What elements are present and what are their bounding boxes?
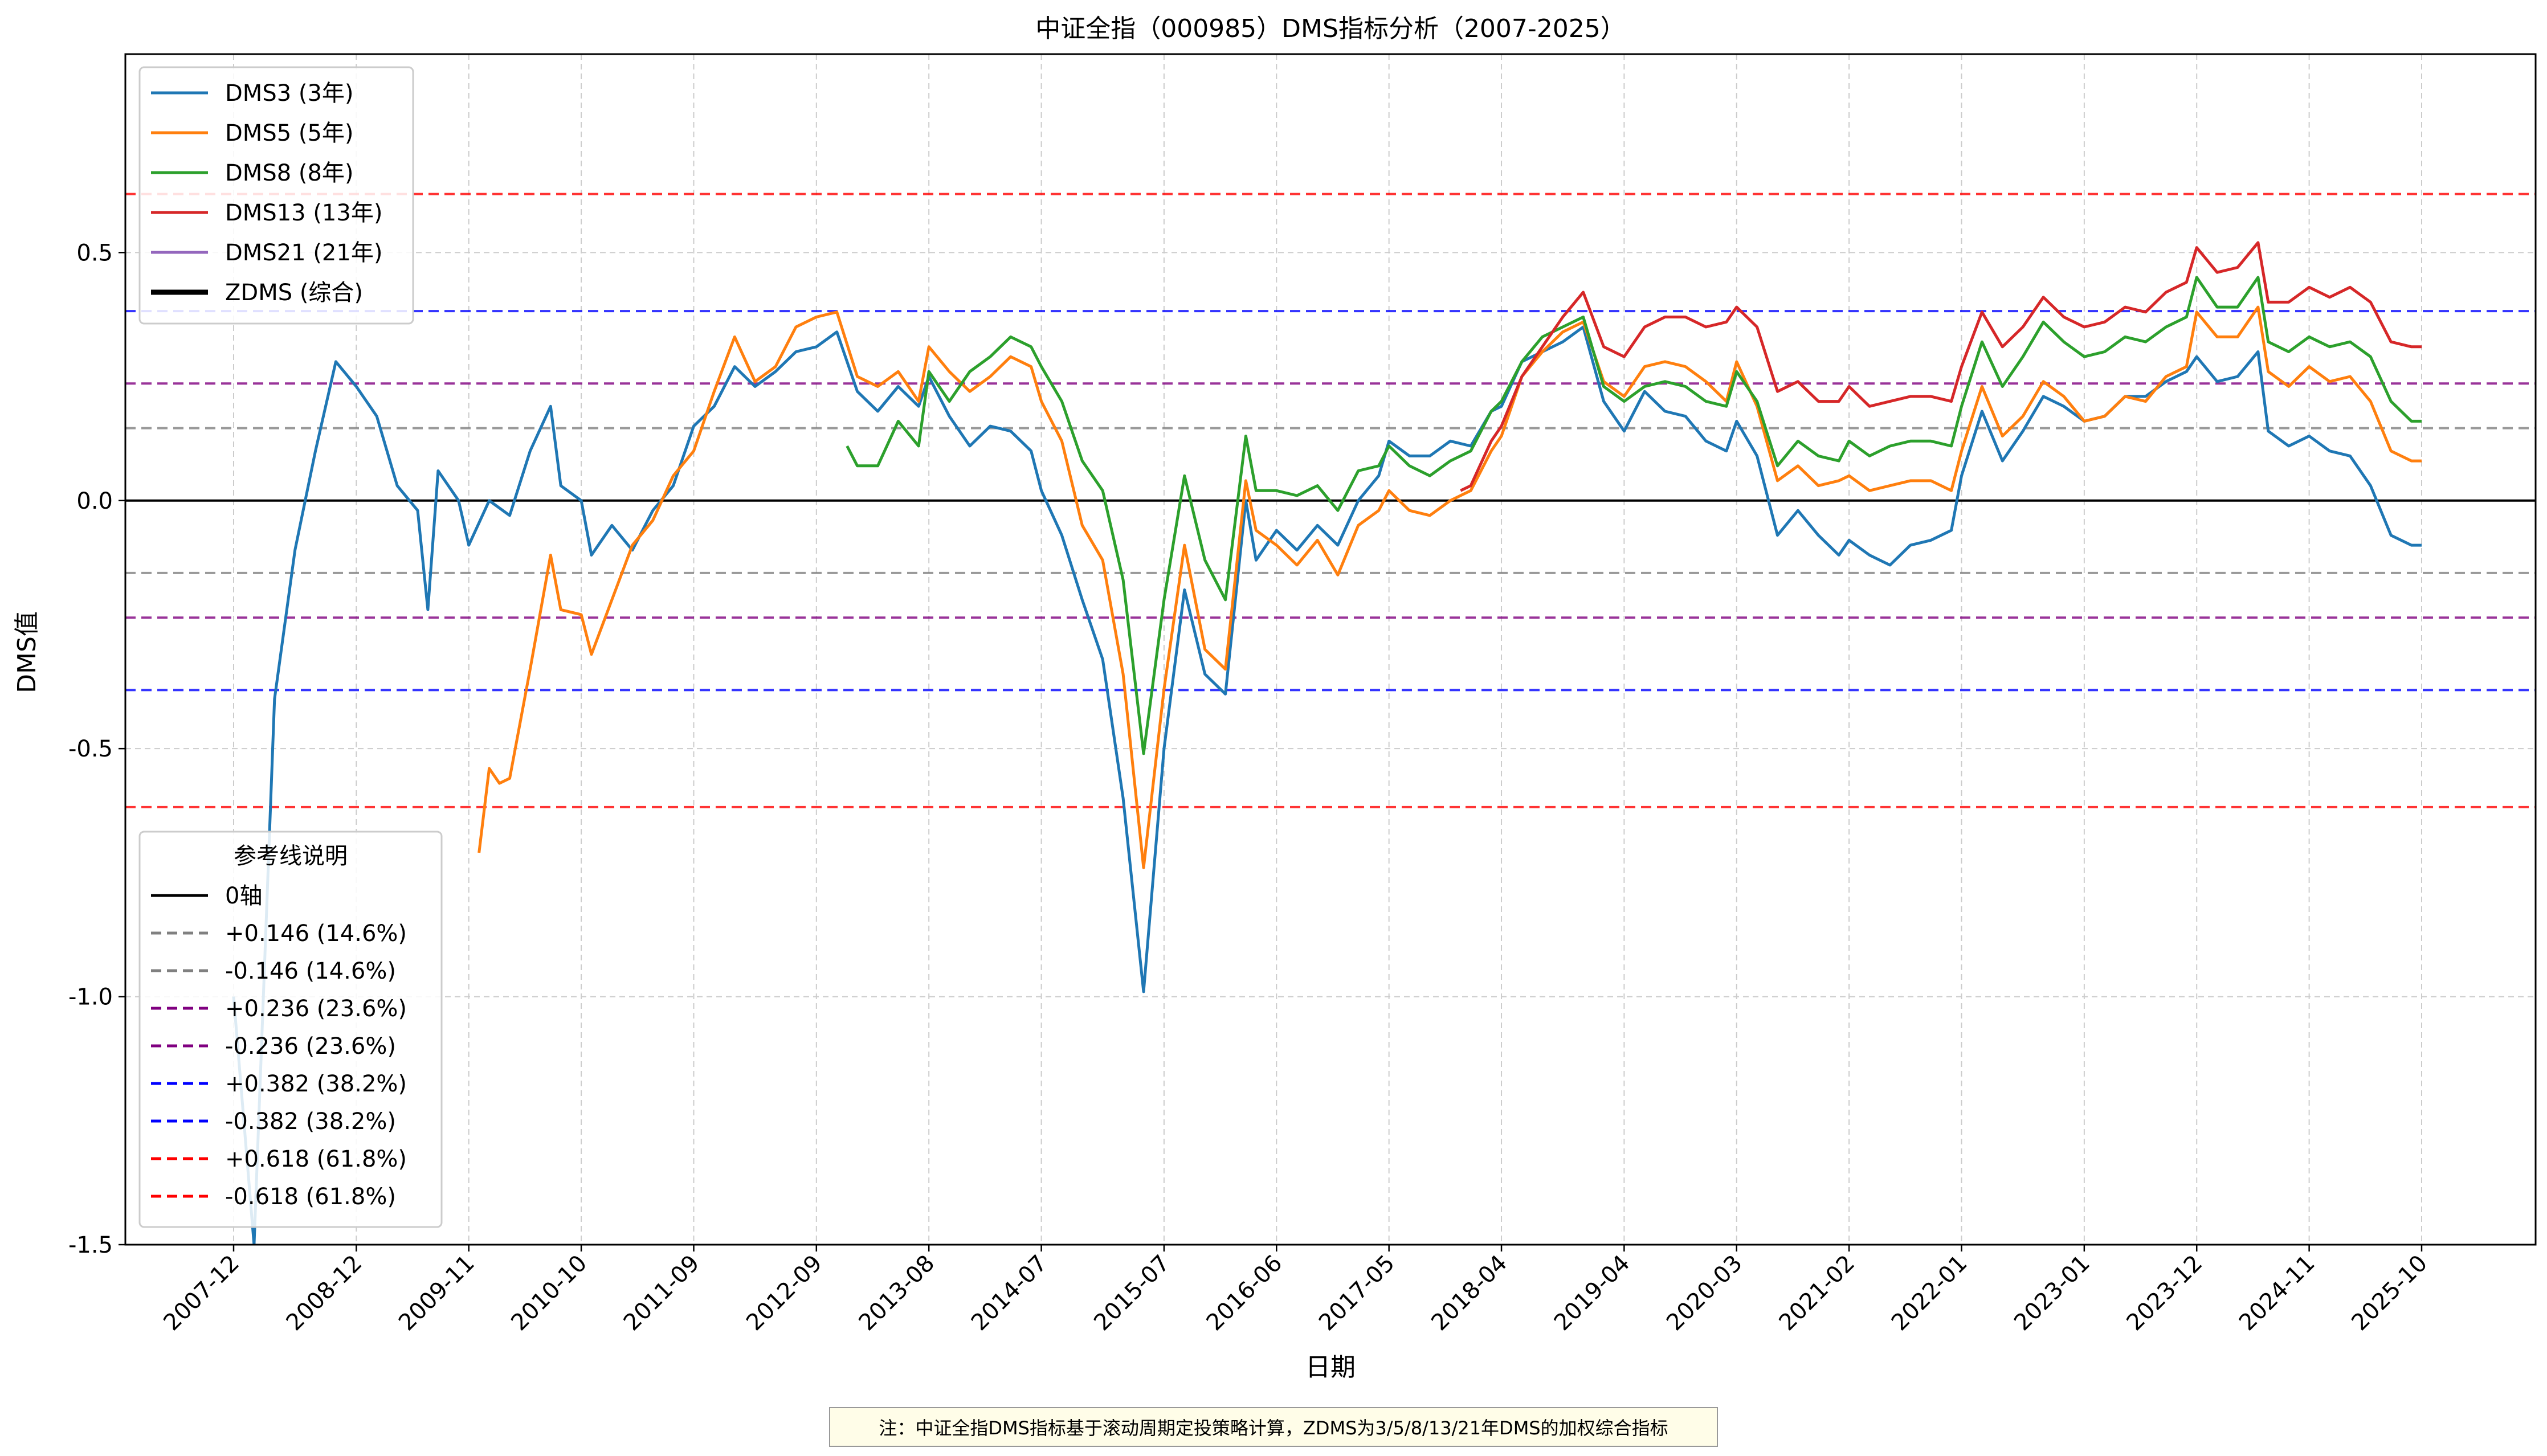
x-tick-label: 2008-12 [281, 1250, 368, 1336]
reference-legend-label: -0.236 (23.6%) [225, 1033, 396, 1060]
legend-label: DMS13 (13年) [225, 200, 382, 226]
x-tick-label: 2013-08 [854, 1250, 940, 1336]
x-tick-label: 2019-04 [1549, 1250, 1635, 1336]
legend-label: ZDMS (综合) [225, 280, 363, 306]
reference-legend-title: 参考线说明 [234, 843, 348, 869]
reference-legend [138, 831, 443, 1228]
x-tick-label: 2022-01 [1887, 1250, 1973, 1336]
x-tick-label: 2023-12 [2122, 1250, 2208, 1336]
footnote: 注：中证全指DMS指标基于滚动周期定投策略计算，ZDMS为3/5/8/13/21… [829, 1407, 1718, 1447]
reference-legend-label: +0.146 (14.6%) [225, 921, 407, 947]
y-tick-label: 0.5 [76, 240, 113, 266]
x-tick-label: 2018-04 [1426, 1250, 1512, 1336]
reference-legend-label: -0.618 (61.8%) [225, 1184, 396, 1210]
x-tick-label: 2017-05 [1314, 1250, 1400, 1336]
y-tick-label: -0.5 [68, 736, 113, 762]
x-tick-label: 2021-02 [1774, 1250, 1860, 1336]
x-tick-label: 2014-07 [966, 1250, 1052, 1336]
series-line-dms5 [477, 305, 2422, 869]
reference-legend-label: +0.382 (38.2%) [225, 1071, 407, 1097]
y-tick-label: -1.5 [68, 1232, 113, 1258]
x-tick-label: 2024-11 [2234, 1250, 2320, 1336]
reference-legend-label: +0.618 (61.8%) [225, 1146, 407, 1172]
x-tick-label: 2007-12 [158, 1250, 244, 1336]
plot-frame [124, 53, 2537, 1246]
y-tick-label: 0.0 [76, 488, 113, 514]
x-tick-label: 2023-01 [2009, 1250, 2095, 1336]
reference-legend-label: -0.382 (38.2%) [225, 1109, 396, 1135]
y-tick-label: -1.0 [68, 984, 113, 1011]
series-line-dms3 [232, 325, 2422, 1245]
legend-label: DMS8 (8年) [225, 160, 354, 186]
legend-label: DMS5 (5年) [225, 120, 354, 146]
x-tick-label: 2016-06 [1202, 1250, 1288, 1336]
series-line-dms13 [1460, 241, 2422, 492]
x-tick-label: 2025-10 [2346, 1250, 2432, 1336]
legend-label: DMS3 (3年) [225, 80, 354, 107]
y-axis-label: DMS值 [13, 611, 42, 693]
reference-legend-label: 0轴 [225, 883, 262, 909]
chart-title: 中证全指（000985）DMS指标分析（2007-2025） [1035, 14, 1626, 43]
series-line-dms8 [846, 276, 2422, 755]
x-tick-label: 2012-09 [741, 1250, 827, 1336]
x-tick-label: 2009-11 [394, 1250, 480, 1336]
x-tick-label: 2015-07 [1089, 1250, 1175, 1336]
reference-legend-label: -0.146 (14.6%) [225, 958, 396, 984]
x-tick-label: 2010-10 [506, 1250, 592, 1336]
x-axis-label: 日期 [1305, 1353, 1356, 1382]
reference-legend-label: +0.236 (23.6%) [225, 996, 407, 1022]
legend-label: DMS21 (21年) [225, 240, 382, 266]
x-tick-label: 2011-09 [619, 1250, 705, 1336]
x-tick-label: 2020-03 [1662, 1250, 1748, 1336]
